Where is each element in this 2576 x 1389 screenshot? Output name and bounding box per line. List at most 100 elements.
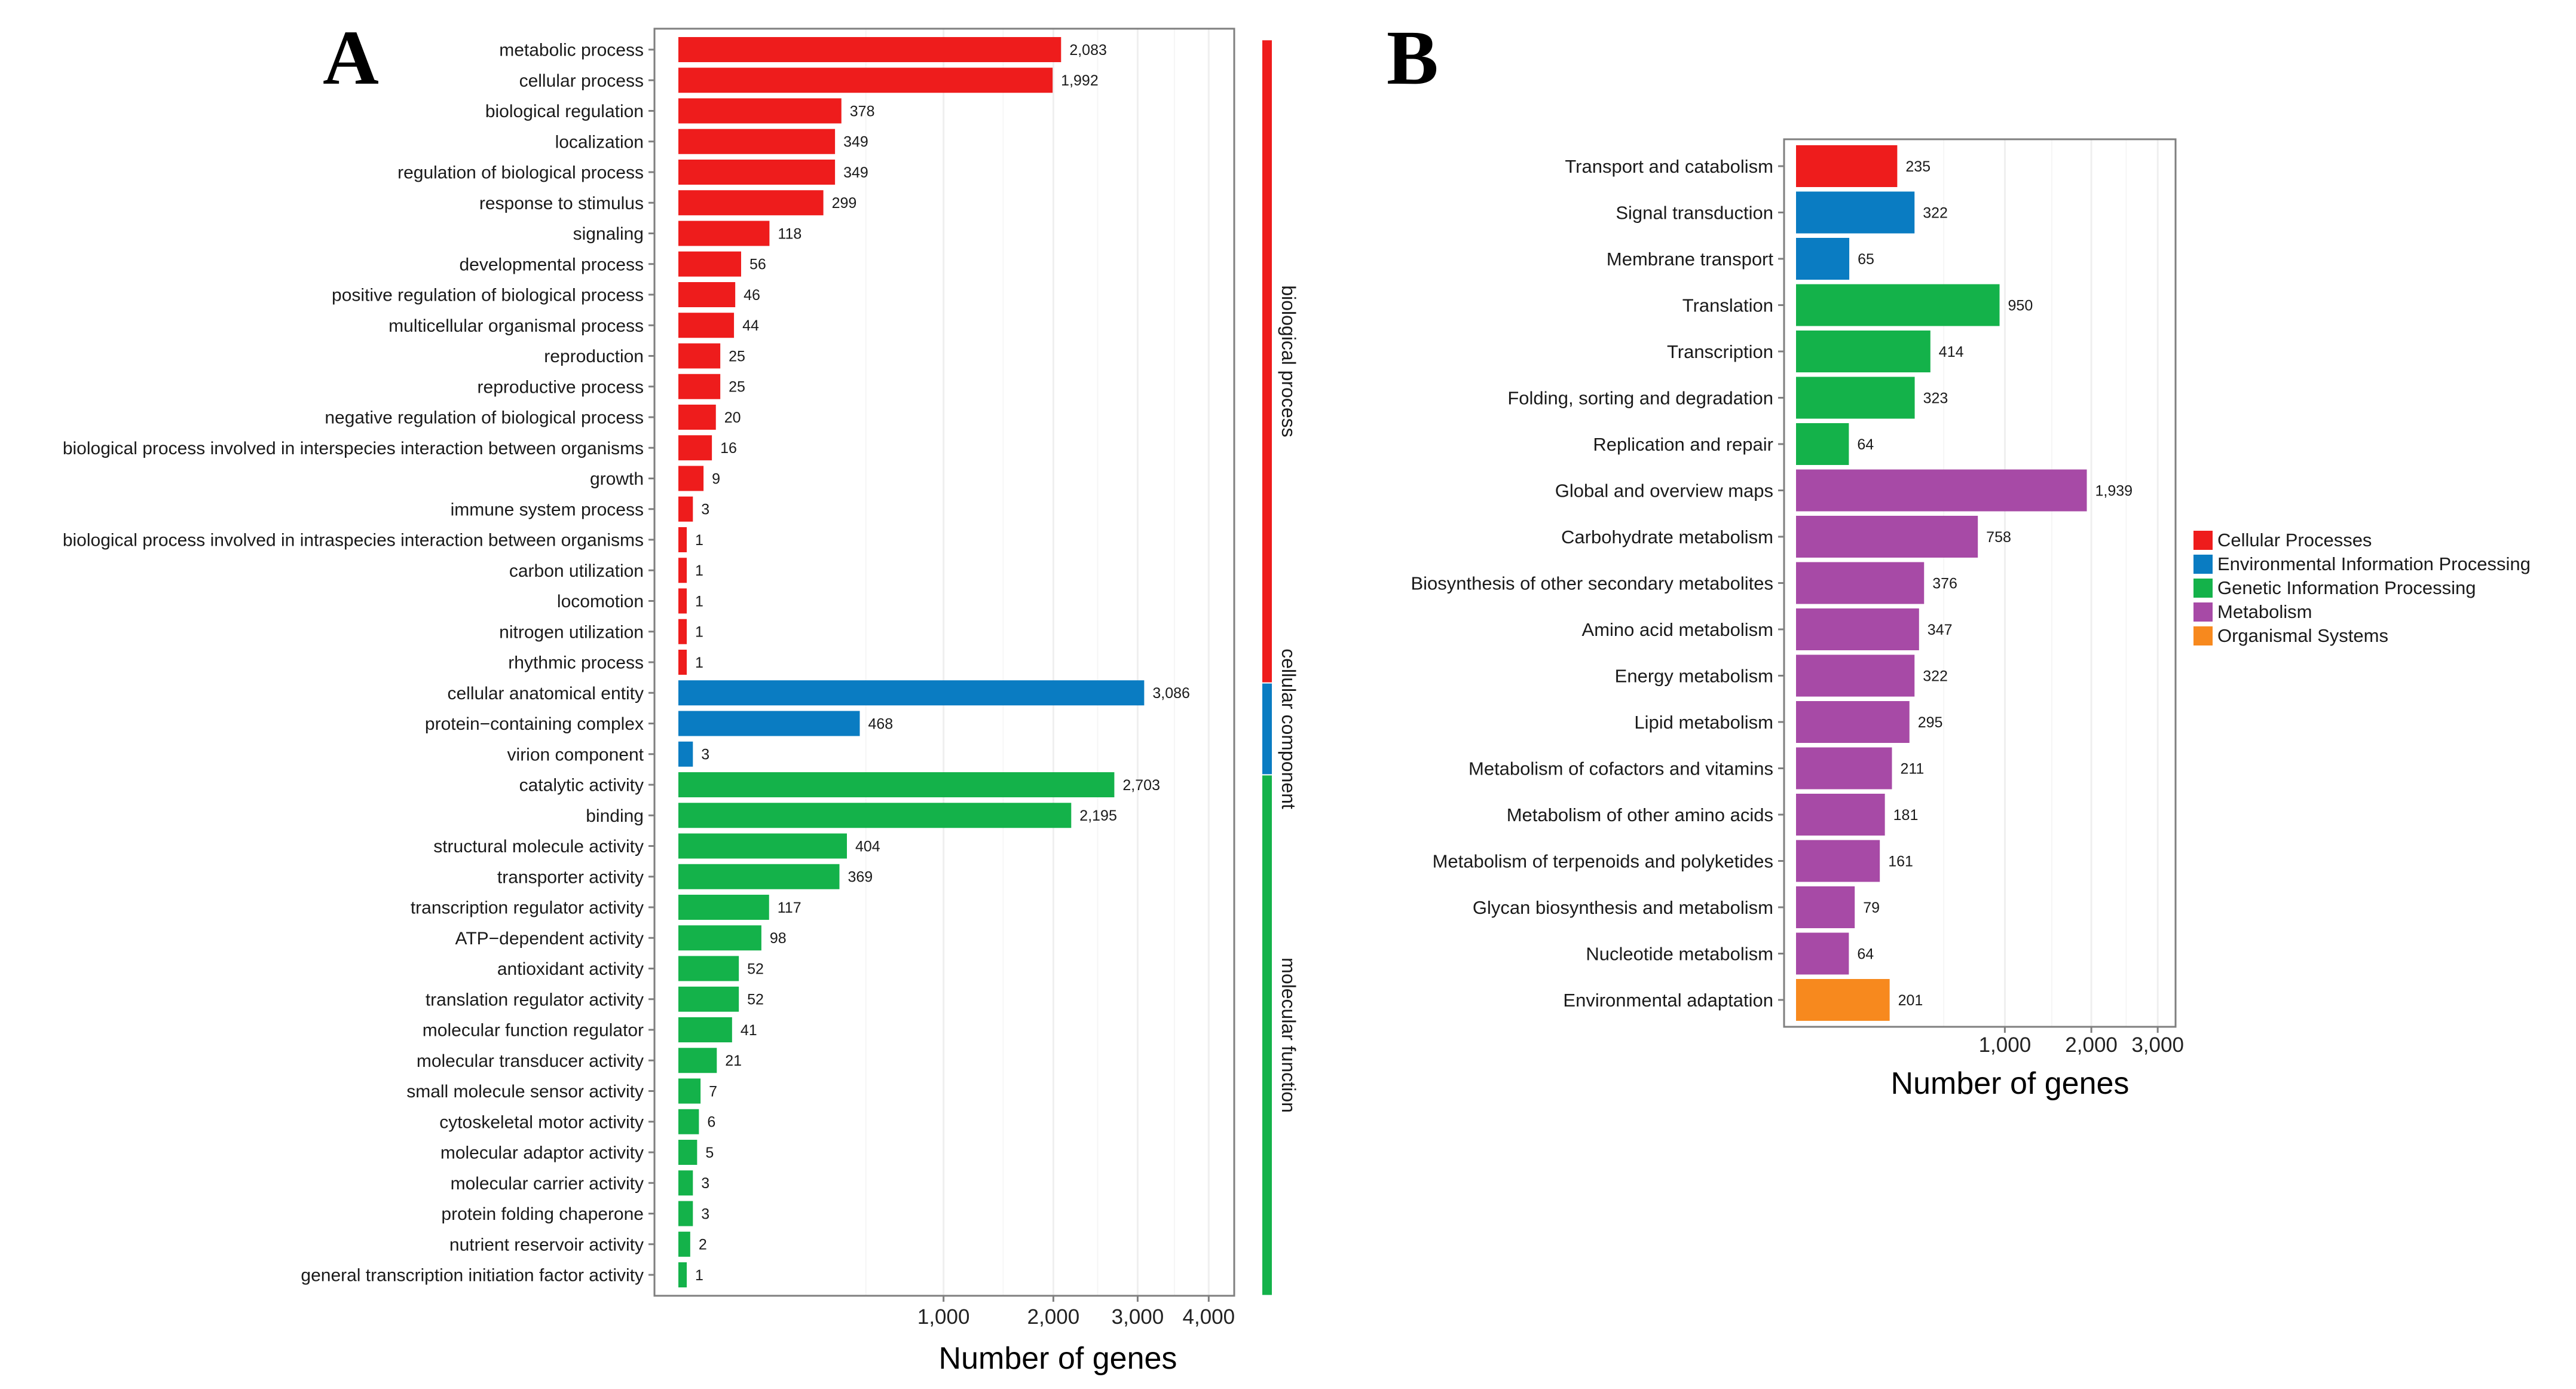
- x-tick-label: 3,000: [2131, 1033, 2184, 1057]
- category-label: rhythmic process: [508, 653, 644, 673]
- value-label: 349: [843, 164, 868, 181]
- group-strip-molecular-function: [1262, 775, 1272, 1295]
- bar-locomotion: [678, 588, 687, 614]
- category-label: developmental process: [459, 255, 644, 274]
- panel-a-category-labels: metabolic process cellular process biologi…: [63, 41, 654, 1286]
- value-label: 52: [747, 960, 764, 977]
- category-label: molecular function regulator: [423, 1021, 644, 1041]
- value-label: 299: [832, 195, 857, 212]
- value-label: 41: [741, 1022, 757, 1039]
- category-label: Metabolism of terpenoids and polyketides: [1433, 850, 1773, 871]
- value-label: 7: [709, 1083, 717, 1100]
- bar-nutrient-reservoir-activity: [678, 1231, 690, 1257]
- category-label: reproductive process: [478, 377, 644, 397]
- panel-b-legend: Cellular Processes Environmental Informat…: [2193, 530, 2531, 646]
- bar-signaling: [678, 221, 770, 246]
- category-label: Nucleotide metabolism: [1586, 943, 1773, 964]
- category-label: catalytic activity: [519, 776, 644, 796]
- value-label: 2,703: [1122, 777, 1160, 794]
- category-label: cellular anatomical entity: [448, 684, 644, 703]
- value-label: 44: [742, 317, 759, 334]
- value-label: 118: [778, 225, 801, 242]
- value-label: 98: [770, 930, 787, 947]
- value-label: 1: [695, 654, 703, 671]
- value-label: 323: [1923, 390, 1948, 406]
- value-label: 56: [749, 256, 766, 273]
- panel-a-value-labels: 2,0831,992378349349299118564644252520169…: [695, 42, 1190, 1284]
- bar-immune-system-process: [678, 496, 693, 522]
- bar-protein-folding-chaperone: [678, 1201, 693, 1226]
- panel-b-category-labels: Transport and catabolism Signal transduct…: [1411, 156, 1784, 1011]
- value-label: 1: [695, 1267, 703, 1284]
- bar-catalytic-activity: [678, 772, 1115, 797]
- bar-translation-regulator-activity: [678, 986, 739, 1012]
- category-label: response to stimulus: [479, 194, 644, 213]
- category-label: growth: [590, 469, 644, 489]
- category-label: Amino acid metabolism: [1582, 619, 1773, 640]
- bar-replication-and-repair: [1796, 423, 1849, 465]
- group-strip-label: cellular component: [1278, 648, 1299, 809]
- value-label: 1: [695, 532, 703, 549]
- value-label: 65: [1858, 251, 1874, 268]
- x-tick-label: 3,000: [1112, 1305, 1164, 1329]
- category-label: reproduction: [544, 347, 644, 366]
- bar-nitrogen-utilization: [678, 619, 687, 644]
- panel-b-bars: [1796, 145, 2087, 1021]
- category-label: Translation: [1682, 295, 1773, 316]
- legend-label: Metabolism: [2217, 601, 2312, 622]
- value-label: 211: [1900, 760, 1924, 777]
- bar-environmental-adaptation: [1796, 979, 1890, 1021]
- category-label: positive regulation of biological proces…: [332, 286, 644, 305]
- value-label: 950: [2008, 297, 2033, 314]
- category-label: Metabolism of other amino acids: [1507, 804, 1773, 825]
- category-label: multicellular organismal process: [388, 316, 644, 336]
- category-label: small molecule sensor activity: [406, 1082, 644, 1102]
- x-tick-label: 2,000: [1027, 1305, 1080, 1329]
- value-label: 2,083: [1069, 42, 1107, 59]
- category-label: locomotion: [557, 592, 644, 611]
- category-label: metabolic process: [499, 41, 644, 60]
- legend-label: Environmental Information Processing: [2217, 553, 2531, 574]
- category-label: structural molecule activity: [433, 837, 644, 856]
- bar-regulation-of-biological-process: [678, 160, 836, 185]
- value-label: 117: [778, 900, 801, 916]
- value-label: 468: [868, 715, 894, 732]
- value-label: 3: [701, 1206, 709, 1222]
- panel-a-letter: A: [323, 15, 379, 101]
- bar-energy-metabolism: [1796, 654, 1915, 697]
- category-label: protein−containing complex: [425, 714, 644, 734]
- bar-metabolism-of-other-amino-acids: [1796, 794, 1885, 836]
- x-tick-label: 1,000: [1979, 1033, 2032, 1057]
- category-label: molecular adaptor activity: [440, 1143, 644, 1163]
- value-label: 369: [848, 869, 873, 886]
- value-label: 16: [720, 440, 737, 457]
- value-label: 404: [855, 838, 880, 855]
- legend-swatch-metabolism: [2193, 602, 2213, 622]
- value-label: 2: [699, 1237, 707, 1253]
- legend-swatch-environmental-information-processing: [2193, 555, 2213, 574]
- bar-biological-regulation: [678, 98, 842, 124]
- bar-global-and-overview-maps: [1796, 469, 2087, 512]
- value-label: 347: [1928, 622, 1953, 638]
- panel-a-group-strips: biological process cellular component mole…: [1262, 40, 1299, 1295]
- category-label: molecular carrier activity: [451, 1174, 644, 1194]
- bar-cellular-process: [678, 68, 1053, 93]
- panel-a-x-axis-title: Number of genes: [939, 1341, 1177, 1376]
- bar-response-to-stimulus: [678, 190, 824, 216]
- category-label: nutrient reservoir activity: [449, 1235, 644, 1255]
- value-label: 64: [1857, 436, 1874, 453]
- value-label: 9: [712, 470, 720, 487]
- bar-molecular-transducer-activity: [678, 1048, 717, 1073]
- panel-a-x-axis: 1,000 2,000 3,000 4,000: [917, 1296, 1235, 1329]
- bar-metabolism-of-terpenoids-and-polyketides: [1796, 840, 1880, 882]
- bar-molecular-function-regulator: [678, 1017, 732, 1042]
- bar-atp-dependent-activity: [678, 925, 761, 951]
- legend-label: Organismal Systems: [2217, 625, 2388, 646]
- category-label: Folding, sorting and degradation: [1507, 387, 1773, 408]
- value-label: 46: [744, 287, 760, 304]
- bar-rhythmic-process: [678, 650, 687, 675]
- bar-biosynthesis-of-other-secondary-metabolites: [1796, 562, 1925, 604]
- category-label: biological process involved in intraspec…: [63, 531, 644, 550]
- category-label: translation regulator activity: [426, 990, 644, 1009]
